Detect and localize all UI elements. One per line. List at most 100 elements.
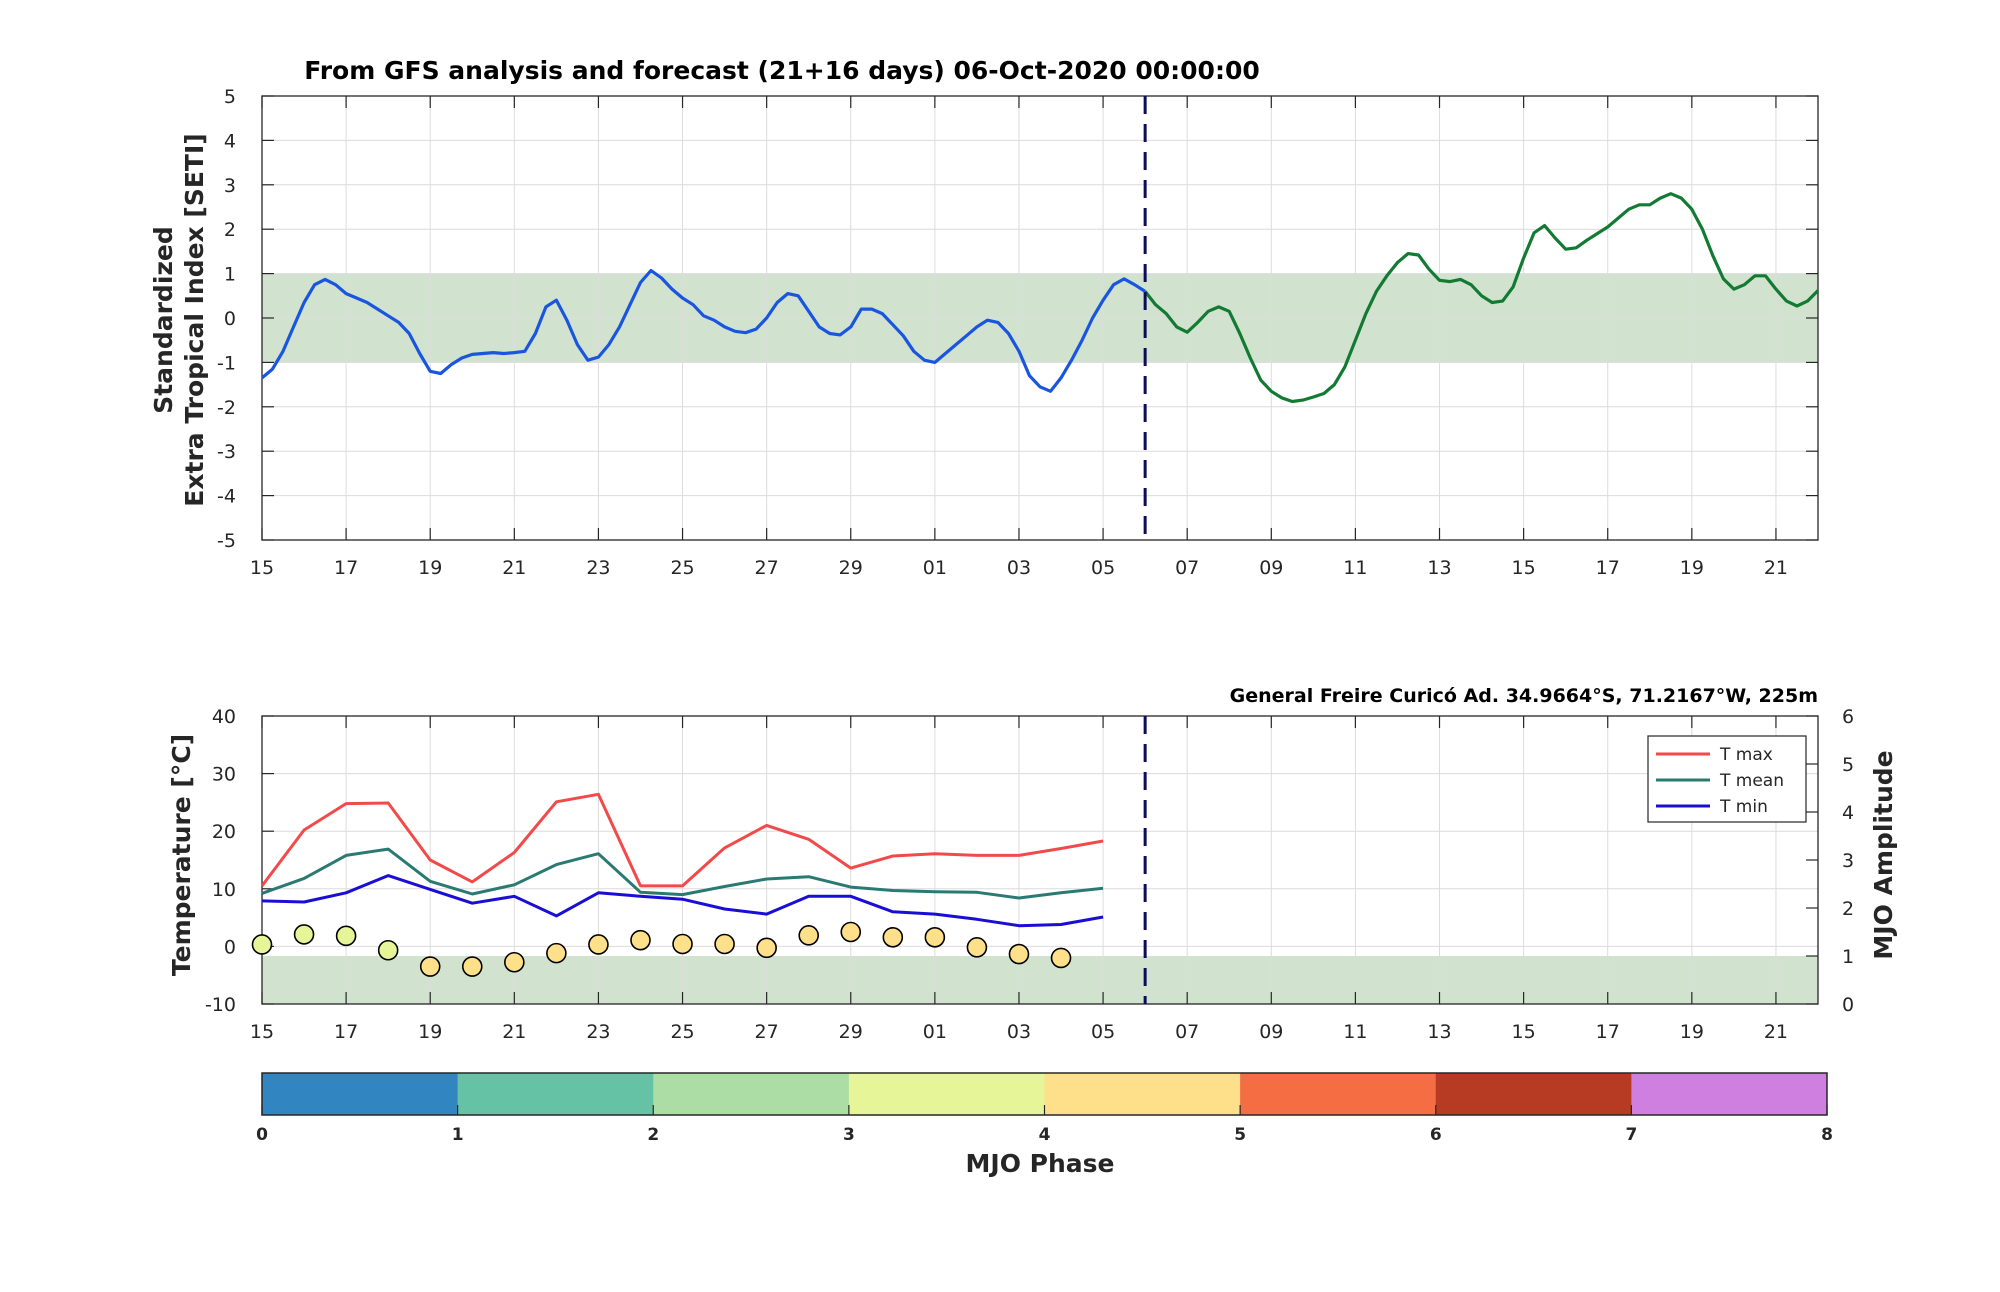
colorbar-tick-label: 8 — [1821, 1125, 1833, 1145]
mjo-point — [293, 924, 315, 945]
mjo-point — [672, 933, 693, 955]
y-tick-label: 0 — [224, 308, 236, 330]
x-tick-label: 05 — [1091, 557, 1115, 579]
legend-label: T max — [1719, 745, 1773, 765]
y-tick-label: 10 — [212, 879, 236, 901]
seti-analysis-line — [260, 268, 1146, 393]
y-tick-label: 20 — [212, 821, 236, 843]
x-tick-label: 03 — [1007, 557, 1031, 579]
mjo-point — [377, 939, 399, 961]
seti-forecast-line — [1143, 192, 1820, 404]
mjo-point — [504, 951, 525, 973]
colorbar-tick-label: 1 — [452, 1125, 464, 1145]
colorbar-tick-label: 6 — [1430, 1125, 1442, 1145]
y-tick-label: 5 — [224, 86, 236, 108]
x-tick-label: 11 — [1343, 557, 1367, 579]
mjo-amplitude-ylabel: MJO Amplitude — [1869, 750, 1898, 959]
legend-label: T min — [1719, 797, 1768, 817]
colorbar-segment — [262, 1073, 459, 1115]
x-tick-label: 17 — [334, 1021, 358, 1043]
x-tick-label: 21 — [1764, 1021, 1788, 1043]
legend: T max T mean T min — [1647, 735, 1807, 823]
y-right-tick-label: 3 — [1842, 850, 1854, 872]
mjo-point — [966, 937, 988, 958]
x-tick-label: 17 — [1596, 557, 1620, 579]
x-tick-label: 15 — [250, 557, 274, 579]
colorbar-segment — [653, 1073, 850, 1115]
x-tick-label: 13 — [1427, 557, 1451, 579]
x-tick-label: 07 — [1175, 1021, 1199, 1043]
colorbar-tick-label: 0 — [256, 1125, 268, 1145]
mjo-point — [630, 929, 651, 951]
y-right-tick-label: 1 — [1842, 946, 1854, 968]
colorbar-segment — [1044, 1073, 1241, 1115]
t-min-line — [261, 874, 1104, 928]
y-tick-label: -10 — [205, 994, 236, 1016]
x-tick-label: 01 — [923, 557, 947, 579]
mjo-point — [882, 926, 904, 948]
chart-title: From GFS analysis and forecast (21+16 da… — [304, 56, 1259, 85]
x-tick-label: 27 — [755, 1021, 779, 1043]
y-tick-label: 3 — [224, 175, 236, 197]
t-max-line — [260, 792, 1104, 888]
x-tick-label: 19 — [418, 557, 442, 579]
colorbar-tick-label: 7 — [1625, 1125, 1637, 1145]
y-tick-label: 4 — [224, 130, 236, 152]
seti-ylabel-line1: Standardized — [149, 226, 178, 414]
plot-frame — [261, 715, 1819, 1005]
x-tick-label: 21 — [1764, 557, 1788, 579]
x-tick-label: 25 — [670, 557, 694, 579]
mjo-weak-band — [262, 956, 1818, 1004]
mjo-point — [756, 937, 777, 959]
colorbar-tick-label: 4 — [1039, 1125, 1051, 1145]
mjo-point — [461, 956, 483, 977]
t-mean-line — [261, 847, 1104, 900]
x-tick-label: 15 — [1512, 557, 1536, 579]
mjo-point — [251, 934, 273, 955]
x-tick-label: 13 — [1427, 1021, 1451, 1043]
x-tick-label: 15 — [1512, 1021, 1536, 1043]
x-tick-label: 23 — [586, 1021, 610, 1043]
y-tick-label: 2 — [224, 219, 236, 241]
x-tick-label: 29 — [839, 557, 863, 579]
y-tick-label: -4 — [217, 486, 236, 508]
x-tick-label: 29 — [839, 1021, 863, 1043]
x-tick-label: 01 — [923, 1021, 947, 1043]
x-tick-label: 21 — [502, 1021, 526, 1043]
x-tick-label: 21 — [502, 557, 526, 579]
mjo-point — [419, 956, 441, 977]
colorbar-segment — [1240, 1073, 1437, 1115]
x-tick-label: 07 — [1175, 557, 1199, 579]
y-tick-label: -5 — [217, 530, 236, 552]
mjo-point — [798, 925, 820, 946]
mjo-point — [714, 933, 735, 955]
x-tick-label: 19 — [1680, 1021, 1704, 1043]
seti-ylabel-line2: Extra Tropical Index [SETI] — [180, 133, 209, 506]
colorbar-label: MJO Phase — [966, 1149, 1115, 1178]
mjo-point — [546, 942, 567, 964]
temperature-ylabel: Temperature [°C] — [167, 734, 196, 976]
mjo-point — [1008, 943, 1030, 965]
y-tick-label: 1 — [224, 264, 236, 286]
x-tick-label: 05 — [1091, 1021, 1115, 1043]
mjo-point — [335, 925, 357, 947]
x-tick-label: 15 — [250, 1021, 274, 1043]
x-tick-label: 17 — [1596, 1021, 1620, 1043]
seti-panel: 15 17 19 21 23 25 27 29 01 03 05 07 09 11 13 15 17 19 2154… — [217, 86, 1820, 579]
y-tick-label: -3 — [217, 441, 236, 463]
colorbar-segment — [1435, 1073, 1632, 1115]
colorbar-segment — [457, 1073, 654, 1115]
y-tick-label: 30 — [212, 764, 236, 786]
x-tick-label: 17 — [334, 557, 358, 579]
x-tick-label: 09 — [1259, 1021, 1283, 1043]
mjo-point — [924, 926, 946, 948]
mjo-point — [588, 934, 609, 955]
x-tick-label: 27 — [755, 557, 779, 579]
y-tick-label: -2 — [217, 397, 236, 419]
colorbar-tick-label: 5 — [1234, 1125, 1246, 1145]
mjo-point — [1050, 947, 1072, 969]
x-tick-label: 09 — [1259, 557, 1283, 579]
y-right-tick-label: 5 — [1842, 754, 1854, 776]
y-right-tick-label: 2 — [1842, 898, 1854, 920]
